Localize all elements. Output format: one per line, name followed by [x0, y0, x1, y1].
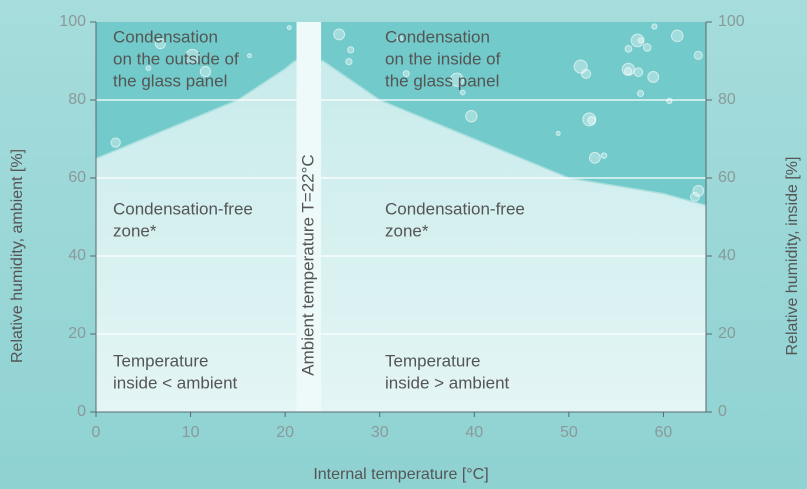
droplet	[154, 38, 166, 50]
x-tick-label: 0	[92, 424, 101, 441]
y2-tick-label: 100	[718, 13, 745, 30]
droplet	[642, 43, 652, 52]
droplet	[588, 151, 601, 164]
droplet	[582, 112, 597, 127]
droplet	[633, 67, 644, 78]
y2-tick-label: 20	[718, 325, 736, 342]
y-tick-label: 100	[59, 13, 86, 30]
droplet	[246, 53, 252, 59]
annotation: zone*	[385, 221, 429, 240]
droplet	[666, 97, 673, 105]
y-tick-label: 20	[68, 325, 86, 342]
annotation: Condensation	[113, 27, 218, 46]
annotation: on the inside of	[385, 49, 501, 68]
x-tick-label: 60	[655, 424, 673, 441]
x-tick-label: 10	[182, 424, 200, 441]
y-axis-label: Relative humidity, ambient [%]	[9, 149, 26, 363]
droplet	[651, 23, 658, 30]
y-tick-label: 80	[68, 91, 86, 108]
annotation: Condensation	[385, 27, 490, 46]
annotation: inside < ambient	[113, 373, 238, 392]
droplet	[459, 89, 466, 96]
droplet	[402, 70, 410, 78]
droplet	[347, 46, 355, 54]
ambient-band	[296, 22, 322, 412]
y2-tick-label: 0	[718, 403, 727, 420]
x-tick-label: 30	[371, 424, 389, 441]
x-axis-label: Internal temperature [°C]	[313, 466, 488, 483]
y-tick-label: 60	[68, 169, 86, 186]
droplet	[199, 65, 212, 78]
x-tick-label: 50	[560, 424, 578, 441]
y-tick-label: 0	[77, 403, 86, 420]
droplet	[286, 25, 292, 31]
droplet	[600, 152, 608, 159]
droplet	[110, 137, 121, 148]
droplet	[145, 65, 152, 72]
annotation: the glass panel	[385, 71, 499, 90]
droplet	[624, 44, 633, 53]
droplet	[345, 57, 353, 66]
droplet	[689, 191, 700, 202]
annotation: the glass panel	[113, 71, 227, 90]
droplet	[636, 89, 645, 98]
droplet	[449, 72, 465, 87]
y2-tick-label: 80	[718, 91, 736, 108]
y2-tick-label: 40	[718, 247, 736, 264]
annotation: Condensation-free	[385, 199, 525, 218]
annotation: inside > ambient	[385, 373, 510, 392]
droplet	[184, 48, 200, 64]
droplet	[693, 50, 703, 60]
annotation: on the outside of	[113, 49, 239, 68]
annotation: Condensation-free	[113, 199, 253, 218]
droplet	[580, 68, 592, 79]
x-tick-label: 40	[465, 424, 483, 441]
droplet	[647, 71, 660, 83]
annotation: zone*	[113, 221, 157, 240]
y2-tick-label: 60	[718, 169, 736, 186]
droplet	[555, 130, 561, 136]
annotation: Temperature	[113, 351, 208, 370]
y-tick-label: 40	[68, 247, 86, 264]
band-label: Ambient temperature T=22°C	[298, 154, 317, 375]
droplet	[692, 184, 705, 197]
droplet	[396, 35, 403, 42]
y2-axis-label: Relative humidity, inside [%]	[784, 157, 801, 356]
x-tick-label: 20	[276, 424, 294, 441]
droplet	[670, 29, 684, 43]
droplet	[624, 67, 633, 76]
condensation-area	[96, 22, 706, 206]
droplet	[465, 110, 478, 123]
droplet	[333, 28, 346, 41]
droplet	[637, 37, 644, 44]
droplet	[573, 59, 588, 74]
annotation: Temperature	[385, 351, 480, 370]
